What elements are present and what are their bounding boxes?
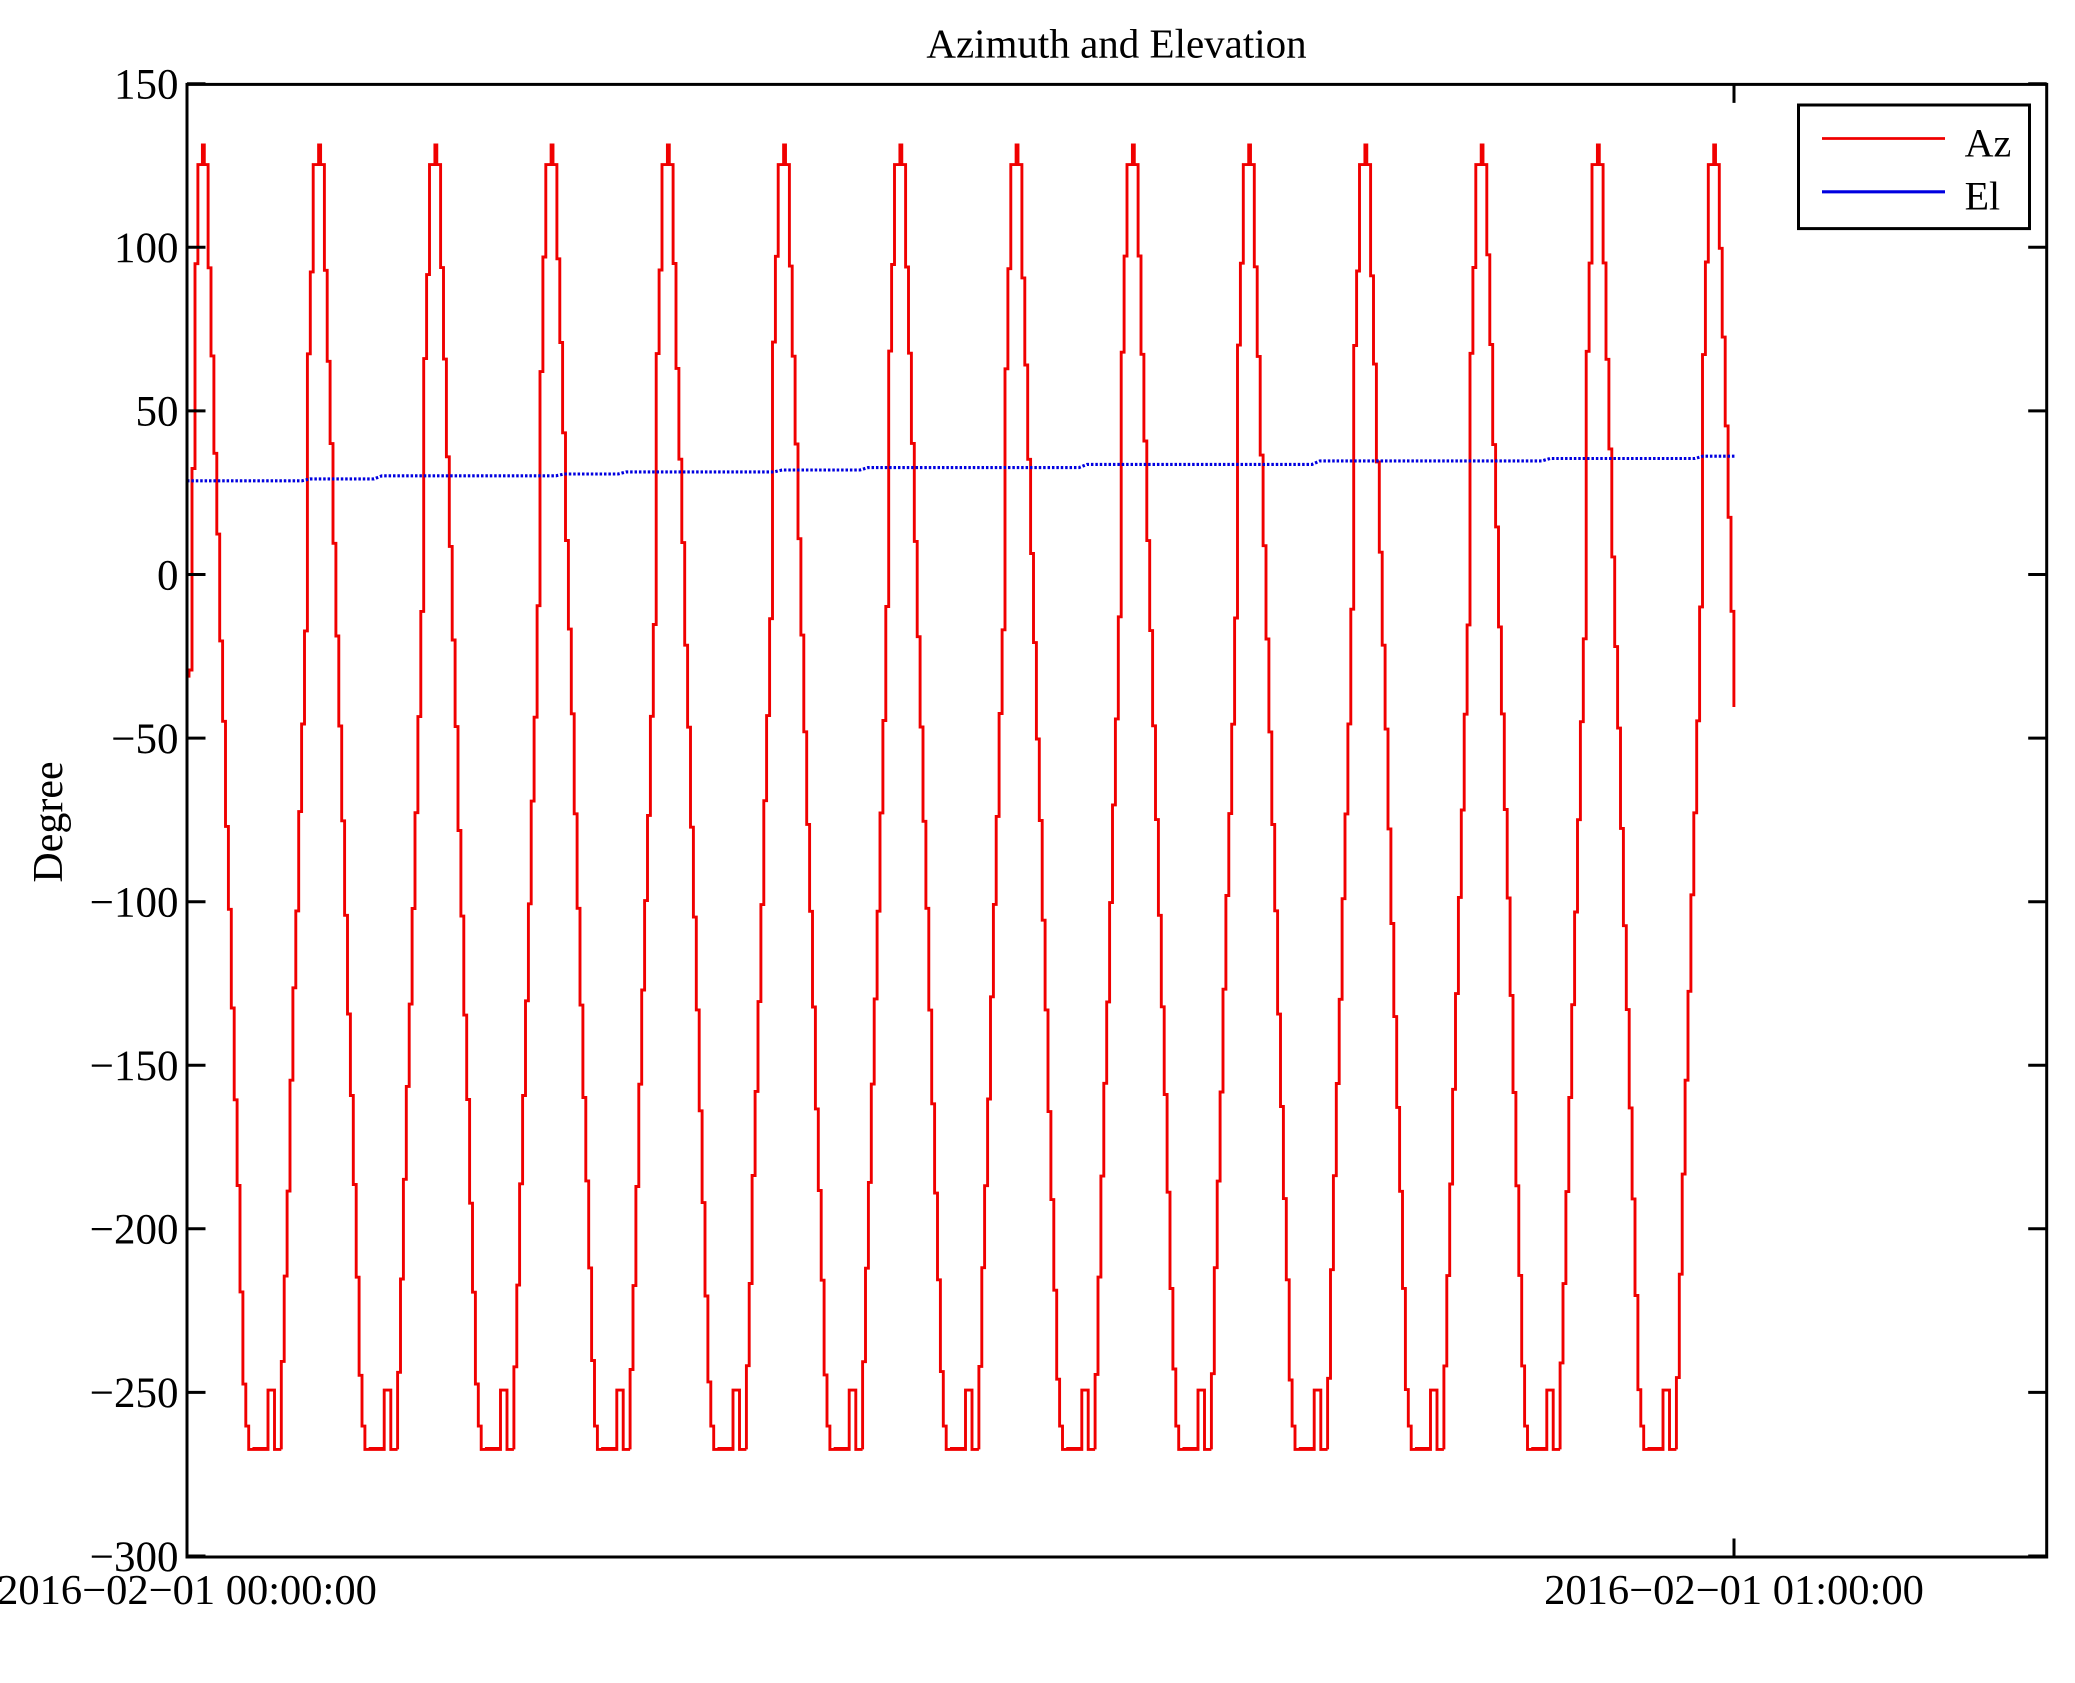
svg-text:−250: −250 [90, 1370, 179, 1417]
svg-text:2016−02−01 00:00:00: 2016−02−01 00:00:00 [0, 1567, 377, 1614]
svg-text:−150: −150 [90, 1043, 179, 1090]
svg-text:El: El [1965, 174, 2001, 219]
svg-text:Az: Az [1965, 121, 2012, 166]
svg-text:Azimuth and Elevation: Azimuth and Elevation [926, 21, 1306, 67]
svg-text:2016−02−01 01:00:00: 2016−02−01 01:00:00 [1544, 1567, 1924, 1614]
svg-text:0: 0 [157, 552, 179, 599]
svg-text:−50: −50 [111, 716, 178, 763]
svg-text:150: 150 [114, 62, 179, 109]
svg-text:Degree: Degree [26, 761, 72, 882]
svg-text:−200: −200 [90, 1207, 179, 1254]
svg-text:−300: −300 [90, 1534, 179, 1581]
svg-text:50: 50 [136, 389, 179, 436]
svg-text:−100: −100 [90, 880, 179, 927]
svg-text:100: 100 [114, 225, 179, 272]
